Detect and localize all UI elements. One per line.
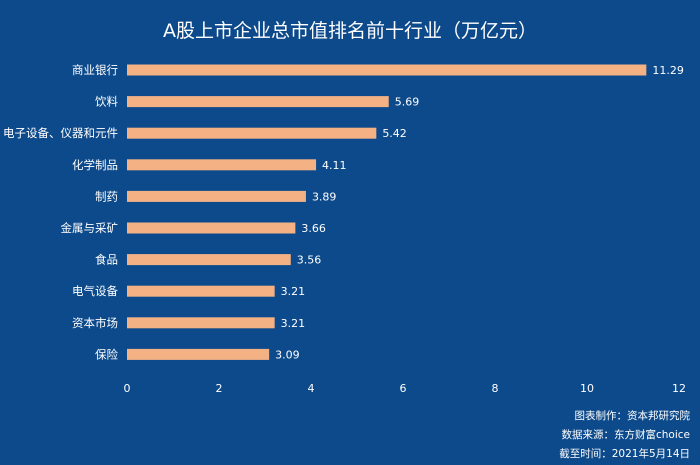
value-label: 11.29 — [652, 64, 684, 77]
value-label: 3.21 — [281, 285, 306, 298]
value-label: 3.56 — [297, 254, 322, 267]
value-label: 5.42 — [382, 127, 407, 140]
x-axis: 0 2 4 6 8 10 12 — [124, 382, 687, 395]
category-label: 电气设备 — [72, 284, 118, 298]
x-tick-label: 0 — [124, 382, 131, 395]
x-tick-label: 4 — [308, 382, 315, 395]
category-label: 金属与采矿 — [61, 221, 119, 235]
x-tick-label: 2 — [216, 382, 223, 395]
bar — [127, 96, 389, 108]
x-tick-label: 12 — [672, 382, 686, 395]
bar — [127, 64, 647, 76]
category-label: 化学制品 — [72, 158, 118, 172]
bar — [127, 285, 275, 297]
bar — [127, 254, 291, 266]
footer-source: 数据来源：东方财富choice — [561, 428, 690, 441]
footer-date: 截至时间：2021年5月14日 — [559, 447, 690, 460]
category-label: 饮料 — [95, 95, 118, 109]
bar — [127, 190, 306, 202]
chart-title: A股上市企业总市值排名前十行业（万亿元） — [163, 20, 537, 42]
value-label: 3.89 — [312, 190, 337, 203]
category-label: 电子设备、仪器和元件 — [3, 126, 118, 140]
footer: 图表制作：资本邦研究院 数据来源：东方财富choice 截至时间：2021年5月… — [559, 409, 690, 460]
category-label: 食品 — [95, 253, 118, 267]
x-tick-label: 8 — [492, 382, 499, 395]
value-label: 3.21 — [281, 317, 306, 330]
bar — [127, 317, 275, 329]
bar — [127, 222, 296, 234]
footer-credit: 图表制作：资本邦研究院 — [575, 409, 691, 422]
category-label: 资本市场 — [72, 316, 118, 330]
category-label: 制药 — [95, 189, 118, 203]
bar — [127, 348, 270, 360]
x-tick-label: 10 — [580, 382, 594, 395]
bars-layer: 商业银行 11.29 饮料 5.69 电子设备、仪器和元件 5.42 化学制品 4.11 制药 3… — [3, 63, 684, 361]
x-tick-label: 6 — [400, 382, 407, 395]
value-label: 3.66 — [301, 222, 326, 235]
bar — [127, 159, 317, 171]
bar — [127, 127, 377, 139]
value-label: 3.09 — [275, 348, 300, 361]
category-label: 商业银行 — [72, 63, 118, 77]
value-label: 5.69 — [395, 96, 420, 109]
value-label: 4.11 — [322, 159, 347, 172]
category-label: 保险 — [95, 347, 118, 361]
